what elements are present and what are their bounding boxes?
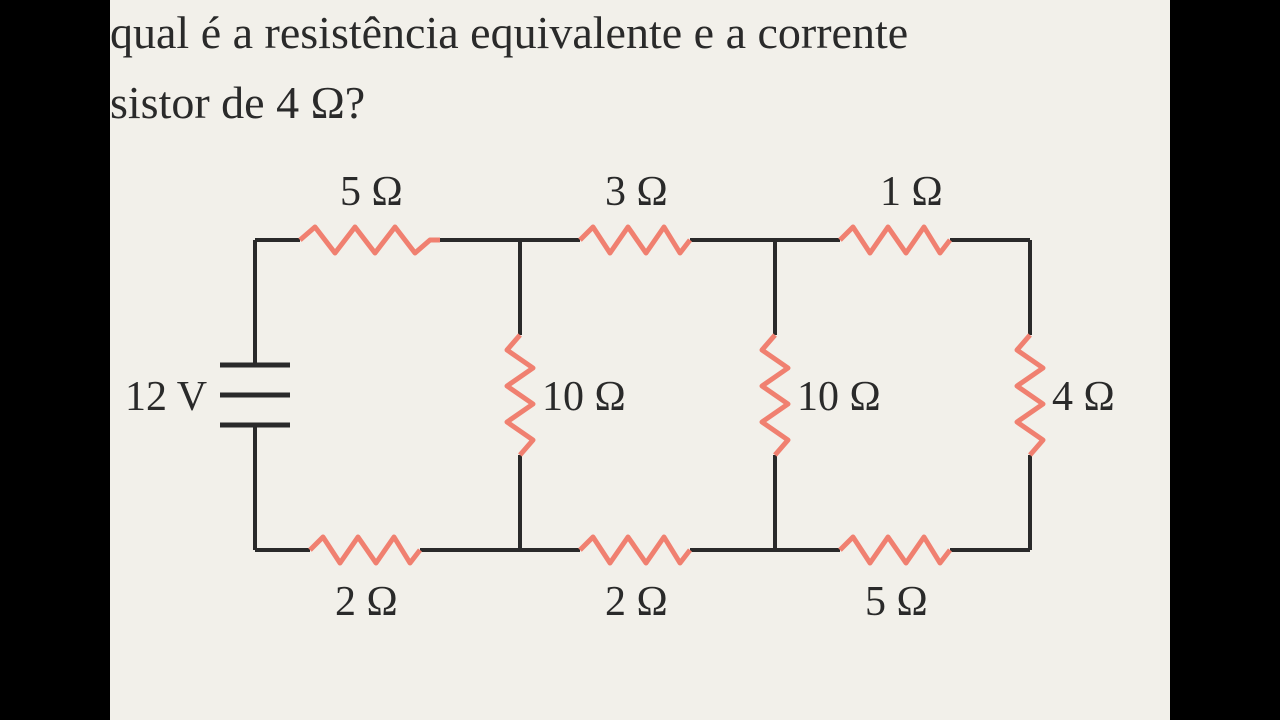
resistor-label: 2 Ω [605, 579, 668, 625]
paper-content: qual é a resistência equivalente e a cor… [110, 0, 1170, 720]
circuit-diagram: 5 Ω 3 Ω 1 Ω 10 Ω 10 Ω 4 Ω 2 Ω 2 Ω 5 Ω 12… [110, 150, 1170, 720]
letterbox-right [1170, 0, 1280, 720]
resistor-label: 3 Ω [605, 169, 668, 215]
question-line-1: qual é a resistência equivalente e a cor… [110, 10, 908, 56]
resistor-label: 10 Ω [542, 374, 626, 420]
resistor-10ohm-left-icon [507, 335, 533, 455]
resistor-1ohm-top-icon [840, 227, 950, 253]
resistor-label: 10 Ω [797, 374, 881, 420]
resistor-5ohm-top-icon [300, 227, 440, 253]
resistor-10ohm-mid-icon [762, 335, 788, 455]
resistor-label: 5 Ω [340, 169, 403, 215]
resistor-4ohm-right-icon [1017, 335, 1043, 455]
letterbox-left [0, 0, 110, 720]
resistor-label: 5 Ω [865, 579, 928, 625]
resistor-2ohm-bot-mid-icon [580, 537, 690, 563]
resistor-label: 4 Ω [1052, 374, 1115, 420]
resistor-label: 1 Ω [880, 169, 943, 215]
voltage-source-label: 12 V [125, 374, 207, 420]
resistor-2ohm-bot-left-icon [310, 537, 420, 563]
resistor-label: 2 Ω [335, 579, 398, 625]
resistor-5ohm-bot-right-icon [840, 537, 950, 563]
question-line-2: sistor de 4 Ω? [110, 80, 365, 126]
resistor-3ohm-top-icon [580, 227, 690, 253]
